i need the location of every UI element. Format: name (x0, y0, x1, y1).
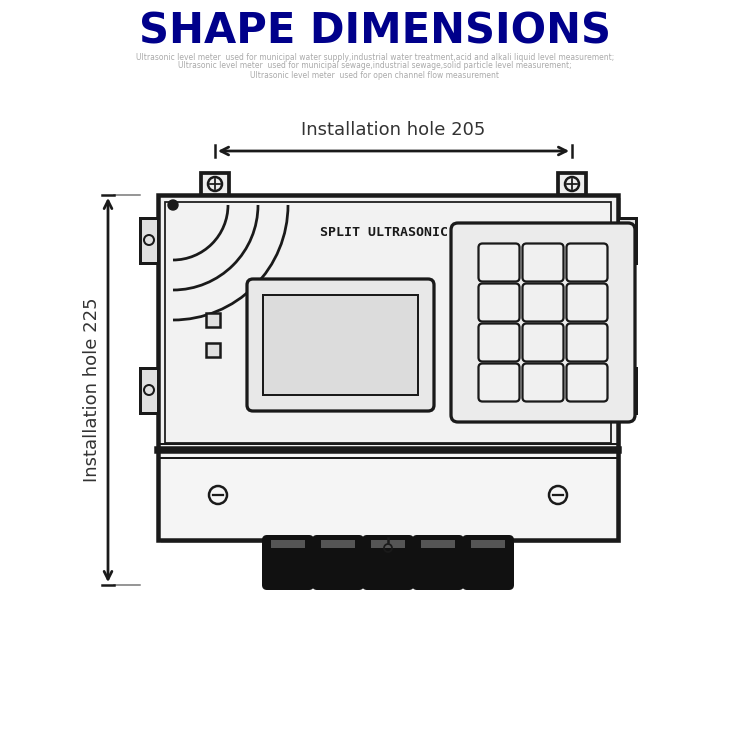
FancyBboxPatch shape (451, 223, 635, 422)
FancyBboxPatch shape (566, 323, 608, 362)
FancyBboxPatch shape (363, 536, 413, 589)
FancyBboxPatch shape (463, 536, 513, 589)
Bar (206, 313, 220, 327)
FancyBboxPatch shape (566, 244, 608, 281)
FancyBboxPatch shape (247, 279, 434, 411)
FancyBboxPatch shape (523, 284, 563, 322)
Bar (161, 198, 621, 453)
Bar (618, 368, 636, 413)
FancyBboxPatch shape (478, 244, 520, 281)
Text: SPLIT ULTRASONIC INSTRUMENT: SPLIT ULTRASONIC INSTRUMENT (320, 226, 536, 239)
Text: Installation hole 205: Installation hole 205 (302, 121, 486, 139)
FancyBboxPatch shape (566, 284, 608, 322)
FancyBboxPatch shape (313, 536, 363, 589)
Bar (206, 343, 220, 357)
FancyBboxPatch shape (523, 244, 563, 281)
Circle shape (168, 200, 178, 210)
Bar (140, 217, 158, 262)
FancyBboxPatch shape (413, 536, 463, 589)
Bar (421, 540, 455, 548)
Bar (558, 173, 586, 195)
Bar (471, 540, 505, 548)
Bar (165, 202, 611, 443)
FancyBboxPatch shape (523, 364, 563, 401)
Bar (161, 453, 621, 543)
FancyBboxPatch shape (523, 323, 563, 362)
Text: Ultrasonic level meter  used for municipal sewage,industrial sewage,solid partic: Ultrasonic level meter used for municipa… (178, 62, 572, 70)
Text: SHAPE DIMENSIONS: SHAPE DIMENSIONS (139, 11, 611, 53)
FancyBboxPatch shape (478, 364, 520, 401)
Bar (271, 540, 305, 548)
Bar (201, 173, 229, 195)
Bar (158, 450, 618, 540)
FancyBboxPatch shape (478, 323, 520, 362)
FancyBboxPatch shape (263, 536, 313, 589)
Text: Ultrasonic level meter  used for municipal water supply,industrial water treatme: Ultrasonic level meter used for municipa… (136, 53, 614, 62)
Bar (618, 217, 636, 262)
Bar (371, 540, 405, 548)
FancyBboxPatch shape (566, 364, 608, 401)
FancyBboxPatch shape (478, 284, 520, 322)
Text: Ultrasonic level meter  used for open channel flow measurement: Ultrasonic level meter used for open cha… (251, 70, 500, 80)
Bar (263, 295, 418, 395)
Bar (140, 368, 158, 413)
Bar (321, 540, 355, 548)
Text: Installation hole 225: Installation hole 225 (83, 298, 101, 482)
Bar (158, 195, 618, 450)
